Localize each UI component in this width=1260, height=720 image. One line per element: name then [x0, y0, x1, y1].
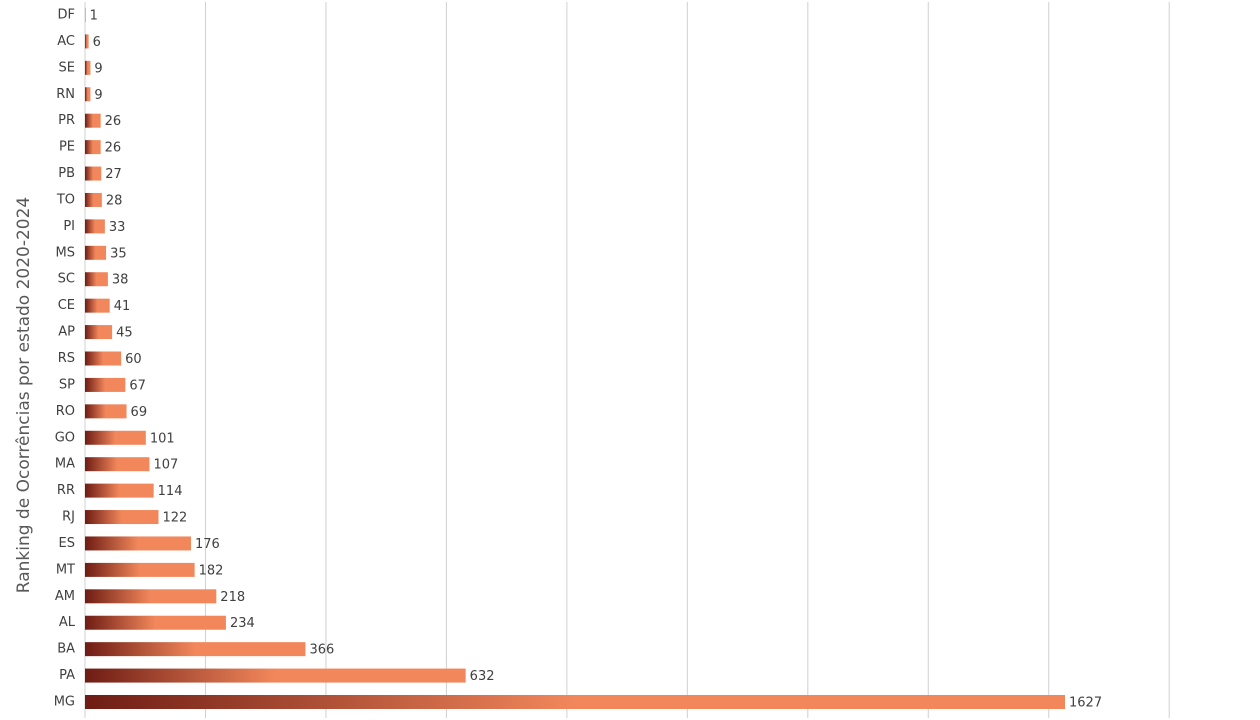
bar	[85, 87, 91, 102]
y-tick-label: MT	[56, 562, 75, 577]
bar	[85, 298, 110, 313]
bar	[85, 245, 107, 260]
y-tick-label: ES	[59, 536, 75, 551]
value-label: 114	[158, 484, 183, 499]
value-label: 107	[153, 458, 178, 473]
value-label: 41	[114, 299, 131, 314]
value-label: 26	[105, 141, 122, 156]
value-label: 69	[131, 405, 148, 420]
y-tick-label: PI	[63, 219, 75, 234]
y-tick-label: SP	[59, 377, 75, 392]
bar	[85, 668, 466, 683]
y-tick-label: RN	[56, 87, 75, 102]
value-label: 67	[129, 378, 146, 393]
y-tick-label: PA	[59, 668, 75, 683]
y-tick-label: RS	[58, 351, 75, 366]
value-label: 35	[110, 246, 127, 261]
bar	[85, 430, 146, 445]
y-tick-label: PB	[58, 166, 75, 181]
value-label: 632	[470, 669, 495, 684]
bar	[85, 60, 91, 75]
bar	[85, 325, 113, 340]
y-tick-label: SC	[58, 272, 75, 287]
value-label: 1	[90, 9, 98, 24]
bar	[85, 166, 102, 181]
y-tick-label: DF	[58, 8, 76, 23]
value-label: 1627	[1069, 696, 1102, 711]
bar	[85, 695, 1065, 709]
value-label: 9	[94, 88, 102, 103]
y-tick-label: BA	[57, 642, 75, 657]
bar	[85, 562, 195, 577]
bar	[85, 510, 159, 525]
y-tick-label: RJ	[62, 510, 75, 525]
bar	[85, 404, 127, 419]
y-tick-label: MS	[56, 245, 75, 260]
bar	[85, 536, 192, 551]
bar	[85, 457, 150, 472]
bar	[85, 113, 101, 128]
bar	[85, 140, 101, 155]
value-label: 28	[106, 193, 123, 208]
y-tick-label: PR	[58, 113, 75, 128]
y-tick-label: MA	[55, 457, 75, 472]
value-label: 176	[195, 537, 220, 552]
bar	[85, 615, 226, 630]
y-tick-label: RO	[56, 404, 75, 419]
bar	[85, 483, 154, 498]
y-tick-label: PE	[59, 140, 75, 155]
value-label: 45	[116, 326, 133, 341]
value-label: 101	[150, 431, 175, 446]
y-tick-label: MG	[54, 695, 75, 710]
bar	[85, 377, 126, 392]
value-label: 218	[220, 590, 245, 605]
value-label: 60	[125, 352, 142, 367]
y-axis-title: Ranking de Ocorrências por estado 2020-2…	[14, 197, 34, 593]
bar	[85, 192, 102, 207]
y-tick-label: CE	[58, 298, 75, 313]
bar	[85, 272, 108, 287]
bar	[85, 219, 105, 234]
value-label: 26	[105, 114, 122, 129]
bar	[85, 34, 89, 49]
value-label: 6	[93, 35, 101, 50]
value-label: 33	[109, 220, 126, 235]
y-tick-label: AC	[57, 34, 75, 49]
bar	[85, 8, 86, 22]
value-label: 27	[105, 167, 122, 182]
bar	[85, 642, 306, 657]
y-tick-label: SE	[59, 60, 75, 75]
value-label: 234	[230, 616, 255, 631]
y-tick-label: AM	[55, 589, 75, 604]
value-label: 366	[309, 643, 334, 658]
value-label: 182	[199, 563, 224, 578]
value-label: 122	[162, 511, 187, 526]
y-tick-label: TO	[56, 192, 75, 207]
y-tick-label: AL	[59, 615, 76, 630]
value-label: 9	[94, 61, 102, 76]
value-label: 38	[112, 273, 129, 288]
y-tick-label: GO	[55, 430, 75, 445]
bar	[85, 589, 217, 604]
y-tick-label: AP	[58, 325, 75, 340]
y-tick-label: RR	[57, 483, 75, 498]
bar	[85, 351, 122, 366]
